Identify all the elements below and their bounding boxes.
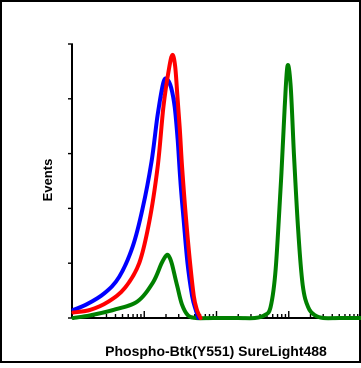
x-axis-label: Phospho-Btk(Y551) SureLight488 (105, 343, 327, 359)
y-axis-label: Events (40, 159, 55, 202)
plot-area (68, 44, 361, 318)
